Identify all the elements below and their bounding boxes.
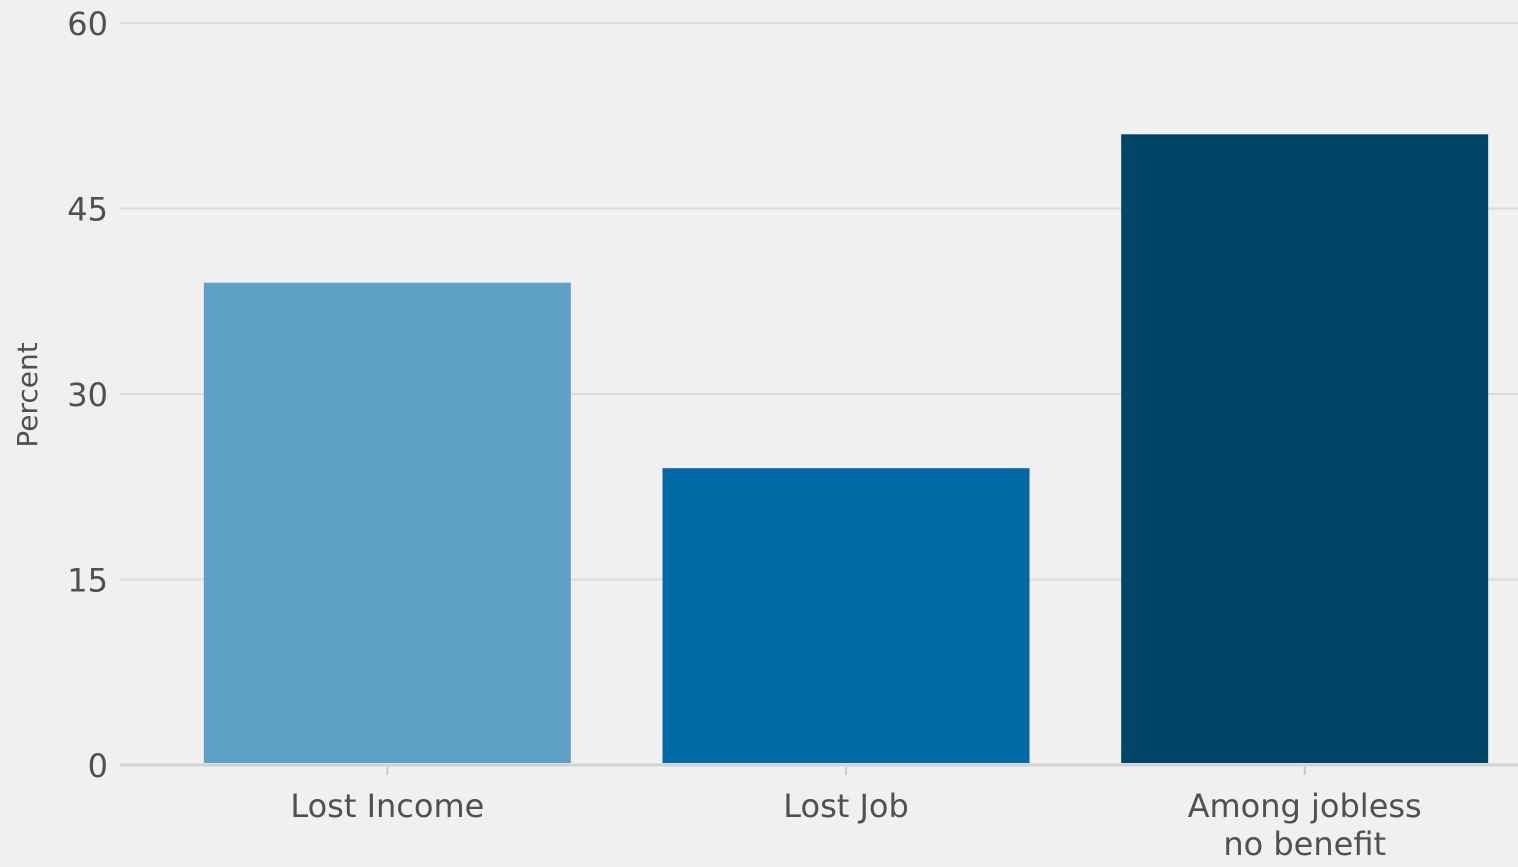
y-tick-label: 60 xyxy=(67,5,108,43)
bar xyxy=(203,282,571,763)
bar xyxy=(1121,134,1489,764)
axes: 0 15 30 45 60 Lost Income Lost Job Among jobles… xyxy=(67,5,1518,863)
x-tick-label: Lost Income xyxy=(290,787,484,825)
x-tick-label-line: Among jobless xyxy=(1188,787,1422,825)
bars xyxy=(203,134,1489,764)
x-tick-label-line: Lost Income xyxy=(290,787,484,825)
bar xyxy=(662,468,1030,763)
y-tick-label: 0 xyxy=(88,747,108,785)
x-tick-label-line: no benefit xyxy=(1223,825,1386,863)
y-tick-label: 30 xyxy=(67,376,108,414)
x-tick-label-line: Lost Job xyxy=(783,787,909,825)
x-tick-label: Among jobless no benefit xyxy=(1188,787,1422,863)
y-axis-title: Percent xyxy=(11,342,44,447)
x-tick-label: Lost Job xyxy=(783,787,909,825)
y-tick-label: 15 xyxy=(67,562,108,600)
y-tick-label: 45 xyxy=(67,191,108,229)
